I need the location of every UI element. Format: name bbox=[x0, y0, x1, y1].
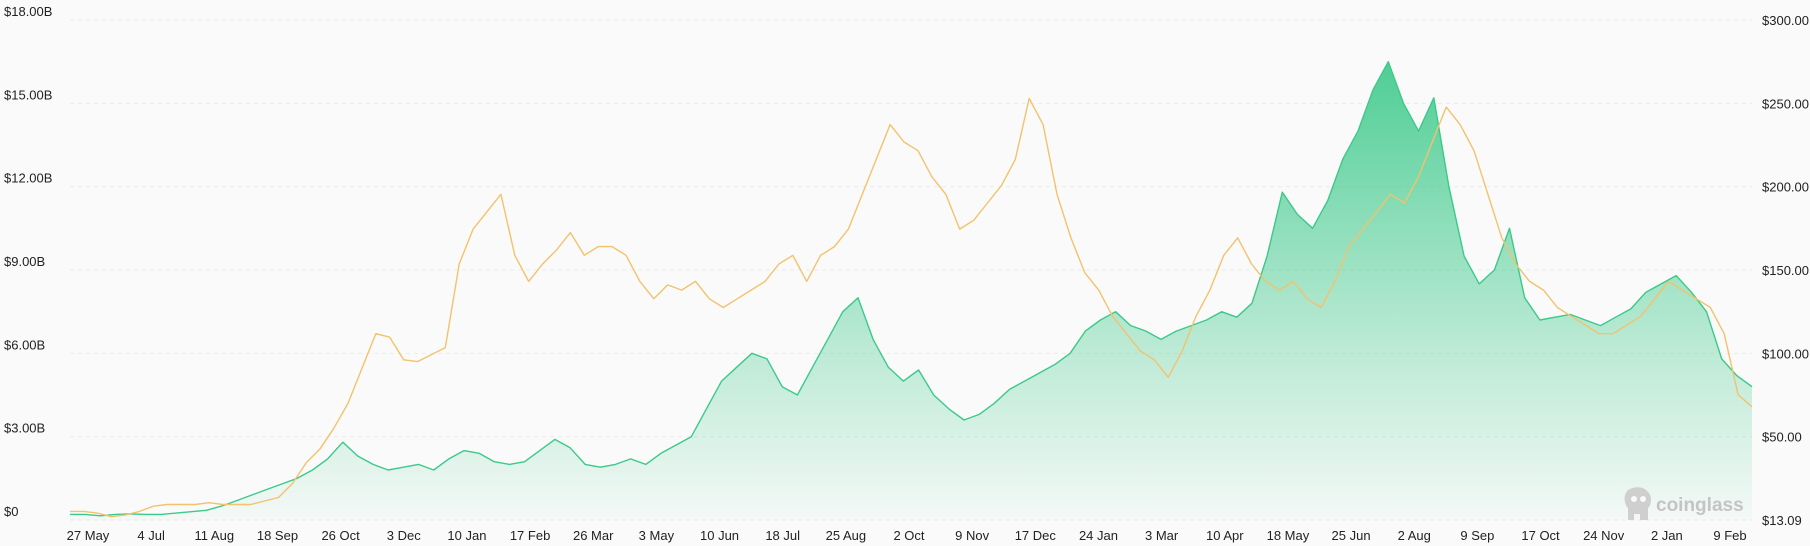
plot-area bbox=[70, 61, 1753, 520]
x-tick-label: 3 Dec bbox=[387, 528, 421, 543]
y-right-tick-label: $100.00 bbox=[1762, 346, 1809, 361]
grid-lines bbox=[70, 19, 1752, 521]
x-tick-label: 18 Sep bbox=[257, 528, 298, 543]
x-tick-label: 10 Jun bbox=[700, 528, 739, 543]
y-axis-left: $0 $3.00B $6.00B $9.00B $12.00B $15.00B $18.00… bbox=[4, 4, 52, 519]
y-right-tick-label: $13.09 bbox=[1762, 513, 1802, 528]
x-tick-label: 27 May bbox=[67, 528, 110, 543]
x-tick-label: 3 May bbox=[639, 528, 675, 543]
y-right-tick-label: $200.00 bbox=[1762, 180, 1809, 195]
x-tick-label: 26 Oct bbox=[321, 528, 360, 543]
series-0-area bbox=[70, 61, 1752, 520]
x-tick-label: 18 May bbox=[1267, 528, 1310, 543]
y-right-tick-label: $300.00 bbox=[1762, 13, 1809, 28]
watermark-text: coinglass bbox=[1656, 495, 1744, 516]
x-tick-label: 9 Feb bbox=[1713, 528, 1746, 543]
series-0-line bbox=[70, 61, 1753, 517]
x-tick-label: 25 Jun bbox=[1332, 528, 1371, 543]
y-right-tick-label: $250.00 bbox=[1762, 96, 1809, 111]
x-tick-label: 9 Sep bbox=[1460, 528, 1494, 543]
x-tick-label: 11 Aug bbox=[195, 528, 235, 543]
y-left-tick-label: $15.00B bbox=[4, 87, 52, 102]
x-tick-label: 2 Oct bbox=[893, 528, 924, 543]
coinglass-watermark: coinglass bbox=[1624, 487, 1744, 520]
x-tick-label: 9 Nov bbox=[955, 528, 989, 543]
y-right-tick-label: $50.00 bbox=[1762, 430, 1802, 445]
y-left-tick-label: $18.00B bbox=[4, 4, 52, 19]
x-tick-label: 10 Jan bbox=[447, 528, 486, 543]
x-tick-label: 17 Dec bbox=[1015, 528, 1057, 543]
x-tick-label: 2 Aug bbox=[1398, 528, 1431, 543]
x-tick-label: 26 Mar bbox=[573, 528, 614, 543]
coinglass-logo-icon bbox=[1624, 487, 1651, 520]
y-axis-right: $13.09 $50.00 $100.00 $150.00 $200.00 $250.00… bbox=[1762, 13, 1809, 528]
x-tick-label: 24 Nov bbox=[1583, 528, 1625, 543]
y-left-tick-label: $3.00B bbox=[4, 421, 45, 436]
y-left-tick-label: $6.00B bbox=[4, 337, 45, 352]
y-right-tick-label: $150.00 bbox=[1762, 263, 1809, 278]
x-axis: 27 May 4 Jul 11 Aug 18 Sep 26 Oct 3 Dec 10 Jan… bbox=[67, 528, 1747, 543]
x-tick-label: 24 Jan bbox=[1079, 528, 1118, 543]
x-tick-label: 2 Jan bbox=[1651, 528, 1683, 543]
x-tick-label: 3 Mar bbox=[1145, 528, 1179, 543]
series-1-line bbox=[70, 97, 1753, 518]
y-left-tick-label: $12.00B bbox=[4, 171, 52, 186]
x-tick-label: 25 Aug bbox=[826, 528, 867, 543]
x-tick-label: 10 Apr bbox=[1206, 528, 1244, 543]
x-tick-label: 17 Oct bbox=[1521, 528, 1560, 543]
x-tick-label: 17 Feb bbox=[510, 528, 550, 543]
y-left-tick-label: $9.00B bbox=[4, 254, 45, 269]
y-left-tick-label: $0 bbox=[4, 504, 18, 519]
x-tick-label: 18 Jul bbox=[765, 528, 800, 543]
x-tick-label: 4 Jul bbox=[137, 528, 165, 543]
